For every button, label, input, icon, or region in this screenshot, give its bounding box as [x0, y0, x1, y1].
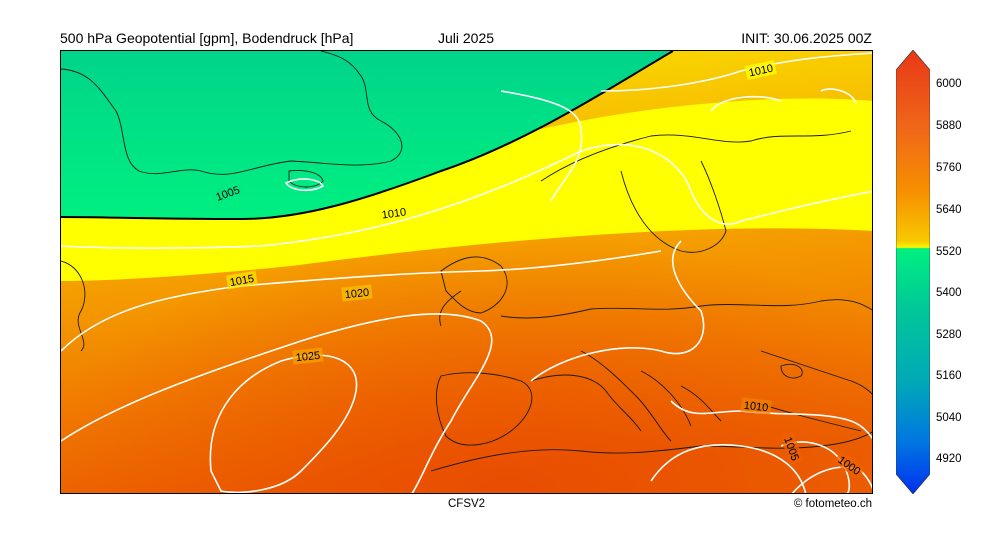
- contour-label: 1010: [378, 203, 410, 223]
- colorbar-tick: 6000: [936, 78, 962, 90]
- yellow-band: [61, 98, 872, 281]
- forecast-map: 1010 1005 1010 1015 1020 1025: [60, 50, 873, 494]
- colorbar: [896, 50, 930, 494]
- contour-label: 1010: [744, 60, 777, 80]
- green-low-region: [61, 51, 673, 219]
- model-name: CFSV2: [448, 498, 486, 510]
- contour-labels: 1010 1005 1010 1015 1020 1025: [211, 60, 866, 480]
- contour-label: 1015: [225, 270, 258, 290]
- colorbar-tick: 5760: [936, 162, 962, 174]
- colorbar-tick: 5040: [936, 412, 962, 424]
- contour-label-text: 1010: [381, 206, 407, 221]
- coastlines: [61, 51, 872, 472]
- colorbar-tick: 5280: [936, 329, 962, 341]
- period-title: Juli 2025: [438, 30, 495, 46]
- contour-label: 1020: [341, 284, 373, 302]
- colorbar-tick: 5400: [936, 287, 962, 299]
- credit: © fotometeo.ch: [793, 498, 872, 510]
- contour-label-text: 1010: [748, 63, 774, 80]
- colorbar-body: [896, 50, 930, 494]
- contour-label-text: 1025: [295, 350, 321, 364]
- contour-label: 1010: [740, 397, 772, 415]
- contour-label: 1025: [292, 347, 324, 365]
- contour-label-text: 1015: [229, 273, 255, 289]
- colorbar-tick: 5880: [936, 120, 962, 132]
- isobars: [61, 52, 872, 493]
- contour-label-text: 1010: [743, 400, 769, 414]
- contour-label-text: 1020: [344, 287, 370, 301]
- map-title: 500 hPa Geopotential [gpm], Bodendruck […: [60, 30, 354, 46]
- colorbar-tick: 4920: [936, 453, 962, 465]
- green-boundary-line: [61, 51, 674, 221]
- init-time: INIT: 30.06.2025 00Z: [741, 30, 872, 46]
- map-svg: 1010 1005 1010 1015 1020 1025: [61, 51, 872, 493]
- colorbar-tick: 5160: [936, 370, 962, 382]
- colorbar-tick: 5640: [936, 204, 962, 216]
- colorbar-tick: 5520: [936, 246, 962, 258]
